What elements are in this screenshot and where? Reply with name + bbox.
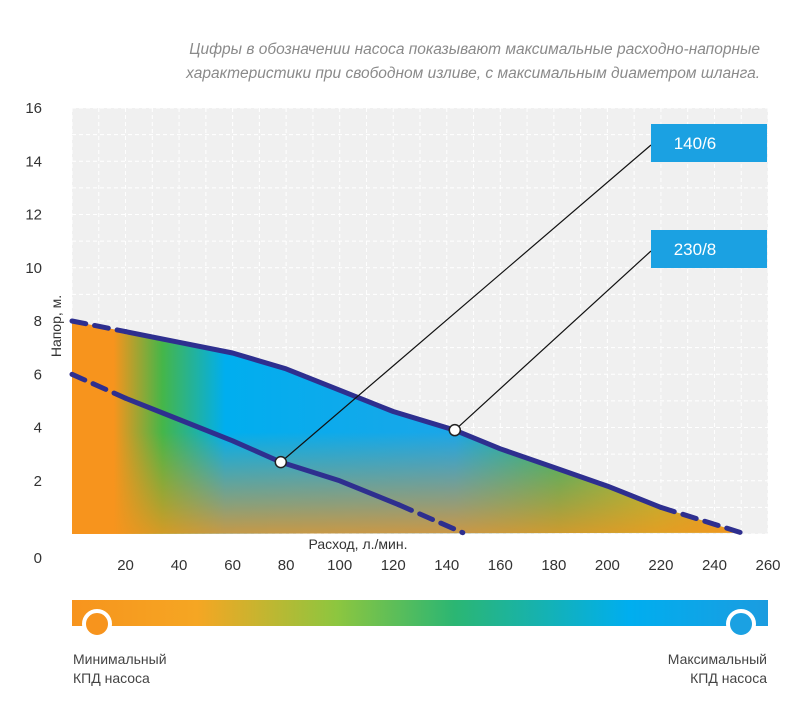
leader-line <box>280 144 652 463</box>
chart-caption: Цифры в обозначении насоса показывают ма… <box>0 38 760 86</box>
efficiency-scale-bar <box>72 600 768 626</box>
max-efficiency-marker <box>726 609 756 639</box>
min-efficiency-marker <box>82 609 112 639</box>
x-tick-label: 40 <box>171 557 188 574</box>
x-tick-label: 220 <box>648 557 673 574</box>
pump-curves <box>69 318 744 536</box>
series-label-box <box>651 230 767 268</box>
y-tick-label: 12 <box>25 207 42 224</box>
caption-line-2: характеристики при свободном изливе, с м… <box>186 65 760 82</box>
x-tick-label: 180 <box>541 557 566 574</box>
efficiency-scale <box>72 600 768 639</box>
series-label-box <box>651 124 767 162</box>
x-tick-label: 20 <box>117 557 134 574</box>
caption-line-1: Цифры в обозначении насоса показывают ма… <box>189 41 760 58</box>
curve-dashed-end <box>396 502 466 536</box>
x-tick-label: 260 <box>755 557 780 574</box>
y-tick-label: 0 <box>34 550 42 567</box>
series-label: 230/8 <box>674 240 717 259</box>
x-tick-label: 140 <box>434 557 459 574</box>
x-axis-label: Расход, л./мин. <box>309 536 408 552</box>
y-tick-label: 6 <box>34 366 42 383</box>
x-tick-label: 160 <box>488 557 513 574</box>
curve-solid <box>123 395 402 508</box>
series-callouts: 140/6 230/8 <box>274 124 767 469</box>
x-tick-label: 200 <box>595 557 620 574</box>
min-efficiency-label: Минимальный КПД насоса <box>73 651 167 686</box>
series-230-8 <box>69 318 744 536</box>
curve-dashed-start <box>69 318 128 335</box>
x-tick-label: 120 <box>381 557 406 574</box>
axis-ticks: 20 40 60 80 100 120 140 160 180 200 220 240 260 0 2 4 6 8… <box>25 100 780 574</box>
x-tick-label: 100 <box>327 557 352 574</box>
y-tick-label: 16 <box>25 100 42 117</box>
curve-dashed-end <box>658 504 744 536</box>
y-axis-label: Напор, м. <box>48 295 64 357</box>
y-tick-label: 8 <box>34 313 42 330</box>
series-label: 140/6 <box>674 134 717 153</box>
max-efficiency-label: Максимальный КПД насоса <box>667 651 767 686</box>
curve-dashed-start <box>69 371 128 401</box>
series-marker <box>448 423 462 437</box>
x-tick-label: 240 <box>702 557 727 574</box>
leader-line <box>454 250 652 431</box>
y-tick-label: 14 <box>25 153 42 170</box>
y-tick-label: 2 <box>34 473 42 490</box>
series-marker <box>274 455 288 469</box>
y-tick-label: 10 <box>25 260 42 277</box>
y-tick-label: 4 <box>34 420 42 437</box>
curve-solid <box>123 329 664 510</box>
series-140-6 <box>69 371 466 536</box>
x-tick-label: 60 <box>224 557 241 574</box>
x-tick-label: 80 <box>278 557 295 574</box>
